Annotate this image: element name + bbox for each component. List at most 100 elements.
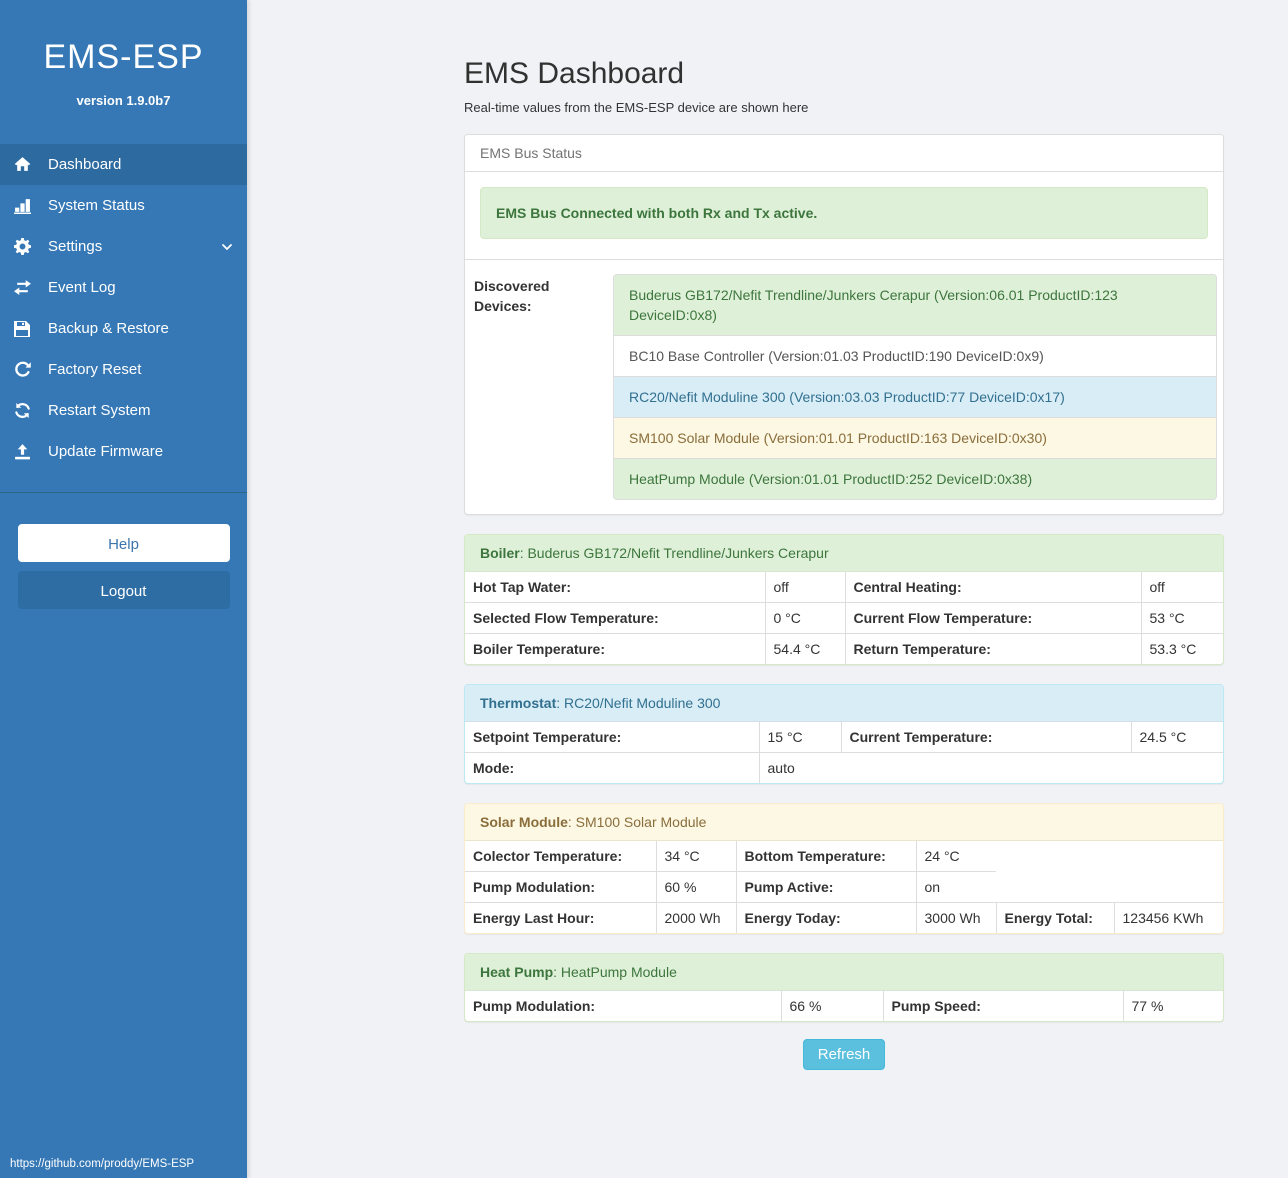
field-value: 24 °C xyxy=(915,841,996,872)
field-label: Setpoint Temperature: xyxy=(473,729,622,745)
field-label: Selected Flow Temperature: xyxy=(465,602,765,634)
field-value: off xyxy=(764,572,845,603)
field-value: 15 °C xyxy=(758,722,841,753)
gear-icon xyxy=(14,238,38,255)
page-title: EMS Dashboard xyxy=(464,57,685,90)
field-label: Energy Total: xyxy=(995,902,1114,933)
field-value: 54.4 °C xyxy=(764,633,845,664)
heat-pump-heading: Heat Pump: HeatPump Module xyxy=(465,954,1223,991)
thermostat-heading: Thermostat: RC20/Nefit Moduline 300 xyxy=(465,685,1223,722)
field-label: Pump Active: xyxy=(735,871,916,903)
logout-button[interactable]: Logout xyxy=(17,571,230,609)
discovered-devices-label: Discovered Devices: xyxy=(474,278,550,314)
table-row: Hot Tap Water: off Central Heating: off xyxy=(465,572,1223,603)
field-label: Mode: xyxy=(465,752,759,783)
bus-connected-alert: EMS Bus Connected with both Rx and Tx ac… xyxy=(480,187,1208,239)
brand: EMS-ESP version 1.9.0b7 xyxy=(0,0,247,108)
home-icon xyxy=(14,156,38,173)
field-value: 77 % xyxy=(1122,991,1223,1021)
list-item-device: SM100 Solar Module (Version:01.01 Produc… xyxy=(613,417,1217,459)
table-row: Pump Modulation: 60 % Pump Active: on xyxy=(465,871,1223,903)
upload-icon xyxy=(14,443,38,460)
main-content: EMS Dashboard Real-time values from the … xyxy=(464,0,1224,1070)
panel-body: EMS Bus Connected with both Rx and Tx ac… xyxy=(465,172,1223,259)
field-label: Pump Modulation: xyxy=(473,998,596,1014)
chart-icon xyxy=(14,197,38,214)
thermostat-table: Setpoint Temperature: 15 °C Current Temp… xyxy=(465,722,1223,783)
field-label: Current Flow Temperature: xyxy=(844,602,1141,634)
sidebar-item-label: Event Log xyxy=(48,279,116,296)
save-icon xyxy=(14,320,38,337)
thermostat-panel: Thermostat: RC20/Nefit Moduline 300 Setp… xyxy=(464,684,1224,784)
sidebar-item-label: Dashboard xyxy=(48,156,122,173)
table-row: Colector Temperature: 34 °C Bottom Tempe… xyxy=(465,841,1223,872)
sidebar-item-update-firmware[interactable]: Update Firmware xyxy=(0,431,247,472)
field-label: Bottom Temperature: xyxy=(735,841,916,872)
field-label: Return Temperature: xyxy=(844,633,1141,664)
field-value: 123456 KWh xyxy=(1113,902,1223,933)
field-value: on xyxy=(915,871,996,903)
panel-heading: EMS Bus Status xyxy=(465,135,1223,172)
field-value: 0 °C xyxy=(764,602,845,634)
sidebar: EMS-ESP version 1.9.0b7 Dashboard System… xyxy=(0,0,247,1178)
field-value: 24.5 °C xyxy=(1130,722,1223,753)
field-value: 3000 Wh xyxy=(915,902,996,933)
heat-pump-title: Heat Pump xyxy=(480,964,554,980)
boiler-device-name: : Buderus GB172/Nefit Trendline/Junkers … xyxy=(519,545,829,561)
field-label: Pump Speed: xyxy=(882,991,1123,1021)
boiler-table: Hot Tap Water: off Central Heating: off … xyxy=(465,572,1223,664)
sidebar-item-settings[interactable]: Settings xyxy=(0,226,247,267)
chevron-down-icon xyxy=(215,241,233,253)
field-label: Energy Last Hour: xyxy=(465,902,656,933)
boiler-panel: Boiler: Buderus GB172/Nefit Trendline/Ju… xyxy=(464,534,1224,665)
boiler-title: Boiler xyxy=(480,545,520,561)
field-value: 2000 Wh xyxy=(655,902,736,933)
field-value: 66 % xyxy=(780,991,883,1021)
sidebar-item-factory-reset[interactable]: Factory Reset xyxy=(0,349,247,390)
thermostat-device-name: : RC20/Nefit Moduline 300 xyxy=(556,695,721,711)
heat-pump-table: Pump Modulation: 66 % Pump Speed: 77 % xyxy=(465,991,1223,1021)
table-row: Energy Last Hour: 2000 Wh Energy Today: … xyxy=(465,902,1223,933)
sidebar-nav: Dashboard System Status Settings xyxy=(0,144,247,472)
list-item-device: BC10 Base Controller (Version:01.03 Prod… xyxy=(613,335,1217,377)
table-row: Selected Flow Temperature: 0 °C Current … xyxy=(465,602,1223,634)
sidebar-item-label: Update Firmware xyxy=(48,443,164,460)
sidebar-divider xyxy=(0,492,247,493)
sidebar-item-restart-system[interactable]: Restart System xyxy=(0,390,247,431)
refresh-button[interactable]: Refresh xyxy=(802,1039,886,1070)
table-row: Mode: auto xyxy=(465,752,1223,783)
solar-title: Solar Module xyxy=(480,814,568,830)
sidebar-item-label: Settings xyxy=(48,238,103,255)
list-item-device: HeatPump Module (Version:01.01 ProductID… xyxy=(613,458,1217,500)
sidebar-item-dashboard[interactable]: Dashboard xyxy=(0,144,247,185)
sidebar-item-backup-restore[interactable]: Backup & Restore xyxy=(0,308,247,349)
page-subtitle: Real-time values from the EMS-ESP device… xyxy=(464,100,809,115)
app-title: EMS-ESP xyxy=(43,38,204,76)
boiler-heading: Boiler: Buderus GB172/Nefit Trendline/Ju… xyxy=(465,535,1223,572)
sidebar-item-label: Restart System xyxy=(48,402,151,419)
solar-device-name: : SM100 Solar Module xyxy=(567,814,707,830)
field-value: auto xyxy=(758,752,1223,783)
sidebar-item-label: System Status xyxy=(48,197,145,214)
rotate-icon xyxy=(14,361,38,378)
github-link[interactable]: https://github.com/proddy/EMS-ESP xyxy=(10,1158,195,1170)
thermostat-title: Thermostat xyxy=(480,695,557,711)
field-value: 60 % xyxy=(655,871,736,903)
list-item-device: RC20/Nefit Moduline 300 (Version:03.03 P… xyxy=(613,376,1217,418)
field-label: Hot Tap Water: xyxy=(473,579,571,595)
list-item-device: Buderus GB172/Nefit Trendline/Junkers Ce… xyxy=(613,274,1217,336)
sidebar-item-event-log[interactable]: Event Log xyxy=(0,267,247,308)
sidebar-item-label: Backup & Restore xyxy=(48,320,169,337)
sidebar-item-system-status[interactable]: System Status xyxy=(0,185,247,226)
field-label: Pump Modulation: xyxy=(465,871,656,903)
field-label: Central Heating: xyxy=(844,572,1141,603)
field-value: 34 °C xyxy=(655,841,736,872)
heat-pump-panel: Heat Pump: HeatPump Module Pump Modulati… xyxy=(464,953,1224,1022)
heat-pump-device-name: : HeatPump Module xyxy=(553,964,677,980)
table-row: Boiler Temperature: 54.4 °C Return Tempe… xyxy=(465,633,1223,664)
solar-table: Colector Temperature: 34 °C Bottom Tempe… xyxy=(465,841,1223,933)
exchange-icon xyxy=(14,279,38,296)
field-value: 53 °C xyxy=(1140,602,1223,634)
help-button[interactable]: Help xyxy=(17,524,230,562)
table-row: Pump Modulation: 66 % Pump Speed: 77 % xyxy=(465,991,1223,1021)
